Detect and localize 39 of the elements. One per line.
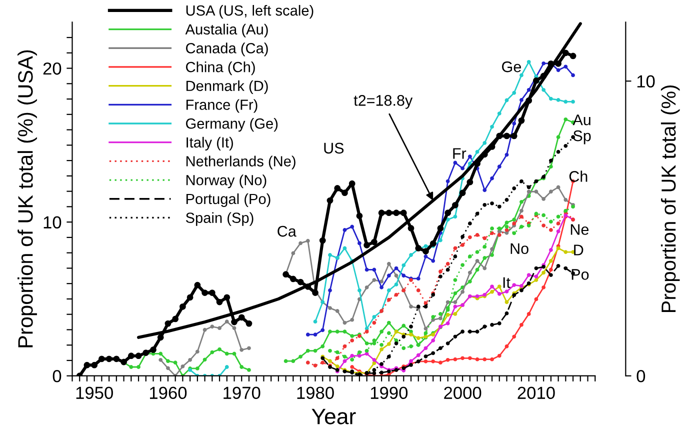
annotation: t2=18.8y bbox=[354, 95, 413, 109]
annotation: Ge bbox=[502, 61, 521, 72]
annotation: Ne bbox=[570, 224, 589, 235]
x-tick-label: 1990 bbox=[370, 386, 408, 400]
legend-label: Austalia (Au) bbox=[185, 24, 268, 38]
y-tick-label: 10 bbox=[44, 216, 62, 229]
x-axis-title: Year bbox=[312, 408, 356, 424]
legend-label: Norway (No) bbox=[186, 174, 266, 188]
y-axis-title: Proportion of UK total (%) (USA) bbox=[18, 50, 37, 348]
legend-label: Spain (Sp) bbox=[186, 212, 254, 226]
x-tick-label: 2000 bbox=[444, 386, 482, 400]
legend-label: Denmark (D) bbox=[186, 80, 268, 94]
x-tick-label: 1980 bbox=[297, 386, 334, 400]
legend-label: Netherlands (Ne) bbox=[186, 156, 296, 170]
annotation: D bbox=[574, 244, 584, 256]
annotation: Ca bbox=[278, 226, 296, 237]
annotation: It bbox=[503, 277, 510, 288]
y2-tick-label: 0 bbox=[636, 370, 646, 382]
annotation: Fr bbox=[453, 148, 466, 159]
x-tick-label: 1950 bbox=[76, 386, 113, 400]
y2-axis-title: Proportion of UK total (%) bbox=[660, 86, 680, 312]
legend-label: Portugal (Po) bbox=[186, 193, 270, 208]
annotation: Au bbox=[572, 114, 590, 126]
legend-label: Germany (Ge) bbox=[186, 118, 278, 132]
annotation: Ch bbox=[569, 170, 588, 182]
y-tick-label: 20 bbox=[43, 62, 62, 75]
legend-label: Canada (Ca) bbox=[186, 42, 268, 56]
legend-label: France (Fr) bbox=[186, 99, 258, 113]
x-tick-label: 1970 bbox=[224, 386, 260, 400]
legend-label: USA (US, left scale) bbox=[186, 4, 314, 19]
annotation: Sp bbox=[573, 130, 591, 144]
y2-tick-label: 10 bbox=[637, 75, 655, 88]
legend-label: Italy (It) bbox=[186, 136, 233, 150]
x-tick-label: 1960 bbox=[150, 386, 187, 400]
annotation: No bbox=[510, 243, 528, 254]
y-tick-label: 0 bbox=[52, 370, 62, 382]
legend-label: China (Ch) bbox=[186, 62, 255, 76]
x-tick-label: 2010 bbox=[518, 386, 555, 400]
annotation: US bbox=[324, 142, 344, 154]
